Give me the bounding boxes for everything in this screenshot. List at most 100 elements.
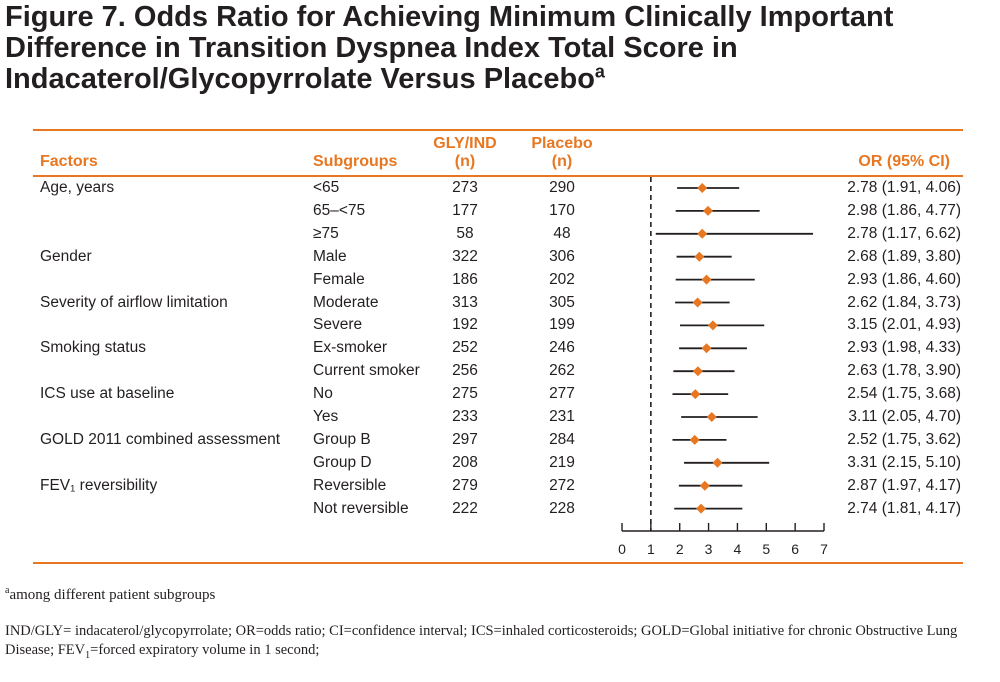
or-ci-value: 2.78 (1.17, 6.62): [847, 224, 961, 242]
or-ci-value: 3.15 (2.01, 4.93): [847, 316, 961, 334]
x-tick-label: 0: [618, 541, 626, 557]
header-gly-ind: GLY/IND (n): [425, 135, 505, 171]
header-subgroups: Subgroups: [313, 153, 398, 170]
placebo-n-value: 306: [549, 247, 575, 265]
figure-title-text: Figure 7. Odds Ratio for Achieving Minim…: [5, 1, 894, 95]
header-placebo-line1: Placebo: [531, 135, 593, 152]
header-placebo-line2: (n): [551, 153, 573, 170]
x-tick-label: 7: [820, 541, 828, 557]
placebo-n-value: 290: [549, 179, 575, 196]
header-gly-ind-line1: GLY/IND: [433, 135, 497, 152]
or-ci-value: 2.68 (1.89, 3.80): [847, 247, 961, 265]
footnote-a-marker: a: [5, 585, 10, 596]
or-point-marker: [694, 251, 705, 262]
or-point-marker: [699, 480, 710, 491]
placebo-n-value: 272: [549, 476, 575, 494]
factor-label: ICS use at baseline: [40, 385, 175, 403]
or-ci-value: 3.11 (2.05, 4.70): [848, 408, 961, 425]
or-ci-value: 2.93 (1.98, 4.33): [847, 339, 961, 357]
gly-ind-n-value: 222: [452, 499, 478, 517]
or-point-marker: [692, 366, 703, 377]
x-tick-label: 6: [791, 541, 799, 557]
or-ci-value: 2.98 (1.86, 4.77): [847, 201, 961, 219]
footnote-a-text: among different patient subgroups: [9, 587, 216, 603]
or-point-marker: [702, 205, 713, 216]
header-factors: Factors: [40, 153, 98, 170]
abbreviations-part1: IND/GLY= indacaterol/glycopyrrolate; OR=…: [5, 623, 958, 658]
subgroup-label: Not reversible: [313, 499, 409, 517]
subgroup-label: Male: [313, 247, 347, 265]
or-ci-value: 2.74 (1.81, 4.17): [847, 499, 961, 517]
factor-label: Age, years: [40, 179, 115, 196]
subgroup-label: ≥75: [313, 224, 339, 242]
footnote-abbreviations: IND/GLY= indacaterol/glycopyrrolate; OR=…: [5, 622, 990, 665]
subgroup-label: <65: [313, 179, 340, 196]
placebo-n-value: 199: [549, 316, 575, 334]
placebo-n-value: 231: [549, 408, 575, 425]
gly-ind-n-value: 233: [452, 408, 478, 425]
footnote-a: aamong different patient subgroups: [5, 585, 215, 604]
gly-ind-n-value: 186: [452, 270, 478, 288]
factor-label: GOLD 2011 combined assessment: [40, 430, 281, 448]
subgroup-label: Current smoker: [313, 362, 420, 380]
or-point-marker: [696, 503, 707, 514]
placebo-n-value: 262: [549, 362, 575, 380]
or-ci-value: 3.31 (2.15, 5.10): [847, 453, 961, 471]
abbreviations-part2: =forced expiratory volume in 1 second;: [90, 642, 320, 658]
subgroup-label: Ex-smoker: [313, 339, 388, 357]
subgroup-label: Female: [313, 270, 365, 288]
subgroup-label: Moderate: [313, 293, 379, 311]
x-tick-label: 4: [734, 541, 742, 557]
or-point-marker: [689, 434, 700, 445]
or-ci-value: 2.63 (1.78, 3.90): [847, 362, 961, 380]
x-tick-label: 2: [676, 541, 684, 557]
placebo-n-value: 48: [553, 224, 571, 242]
header-or-ci: OR (95% CI): [858, 153, 950, 170]
or-point-marker: [712, 457, 723, 468]
or-ci-value: 2.93 (1.86, 4.60): [847, 270, 961, 288]
subgroup-label: 65–<75: [313, 201, 366, 219]
title-superscript: a: [594, 61, 605, 82]
gly-ind-n-value: 252: [452, 339, 478, 357]
factor-label: FEV₁ reversibility: [40, 476, 158, 494]
abbreviations-subscript: 1: [85, 649, 91, 661]
subgroup-label: Reversible: [313, 476, 387, 494]
factor-label: Gender: [40, 247, 92, 265]
gly-ind-n-value: 58: [456, 224, 474, 242]
subgroup-label: Yes: [313, 408, 339, 425]
gly-ind-n-value: 208: [452, 453, 478, 471]
or-ci-value: 2.54 (1.75, 3.68): [847, 385, 961, 403]
or-point-marker: [697, 228, 708, 239]
x-tick-label: 1: [647, 541, 655, 557]
gly-ind-n-value: 192: [452, 316, 478, 334]
gly-ind-n-value: 273: [452, 179, 478, 196]
or-ci-value: 2.52 (1.75, 3.62): [847, 430, 961, 448]
figure-title: Figure 7. Odds Ratio for Achieving Minim…: [5, 2, 985, 95]
or-ci-value: 2.78 (1.91, 4.06): [847, 179, 961, 196]
subgroup-label: Group B: [313, 430, 371, 448]
gly-ind-n-value: 322: [452, 247, 478, 265]
or-point-marker: [690, 389, 701, 400]
placebo-n-value: 246: [549, 339, 575, 357]
gly-ind-n-value: 177: [452, 201, 478, 219]
or-point-marker: [697, 183, 708, 193]
header-gly-ind-line2: (n): [454, 153, 476, 170]
or-point-marker: [707, 320, 718, 331]
placebo-n-value: 284: [549, 430, 575, 448]
factor-label: Smoking status: [40, 339, 146, 357]
gly-ind-n-value: 313: [452, 293, 478, 311]
x-tick-label: 5: [762, 541, 770, 557]
header-placebo: Placebo (n): [522, 135, 602, 171]
placebo-n-value: 202: [549, 270, 575, 288]
x-tick-label: 3: [705, 541, 713, 557]
gly-ind-n-value: 279: [452, 476, 478, 494]
gly-ind-n-value: 275: [452, 385, 478, 403]
subgroup-label: Group D: [313, 453, 372, 471]
gly-ind-n-value: 297: [452, 430, 478, 448]
subgroup-label: No: [313, 385, 333, 403]
factor-label: Severity of airflow limitation: [40, 293, 228, 311]
or-point-marker: [701, 343, 712, 354]
or-point-marker: [692, 297, 703, 308]
bottom-rule: [33, 562, 963, 564]
